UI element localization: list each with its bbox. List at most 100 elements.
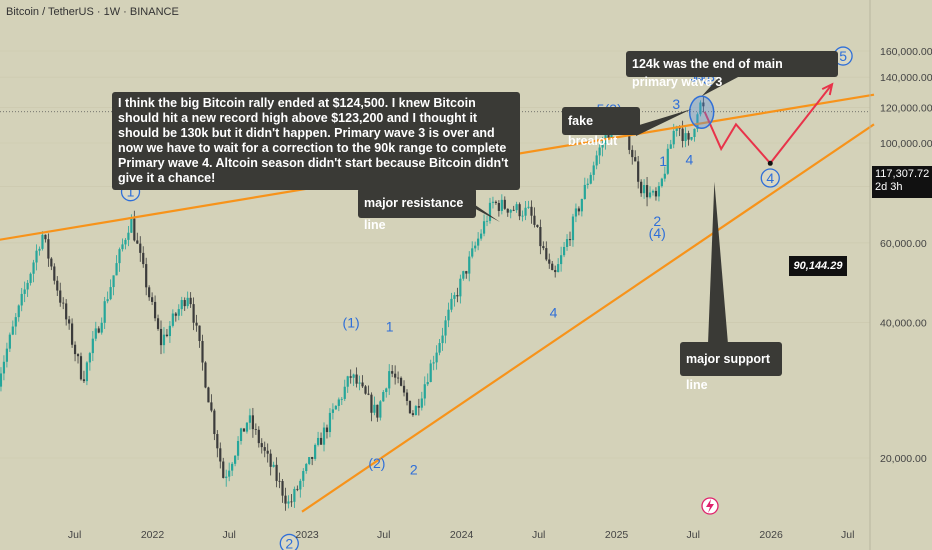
candle [73,341,77,362]
candle [349,369,352,384]
candle [488,197,492,224]
candle [88,351,91,371]
candle [352,373,355,387]
candle [62,297,65,310]
wave-label: 1 [386,318,394,334]
candle [189,292,192,308]
candle [402,380,406,397]
candle [50,257,53,271]
candle [518,202,521,221]
candle [527,200,530,209]
price-tick-3: 100,000.00 [880,138,932,150]
time-tick-10: Jul [841,529,854,541]
candle [524,200,527,221]
candle [684,127,687,148]
candle [346,375,349,393]
time-tick-0: Jul [68,529,81,541]
wave-label: 4 [686,152,694,168]
candle [506,208,509,217]
candle [571,213,575,247]
candle [370,392,373,422]
candle [195,314,198,332]
candle [539,219,542,255]
candle [124,238,127,250]
candle [103,296,106,329]
candle [5,342,8,368]
candle [557,258,560,273]
candle [631,145,634,165]
svg-text:4: 4 [550,305,558,321]
candle [65,299,68,326]
candle [168,321,171,343]
candle [640,179,643,197]
wave-label: (1) [343,314,360,330]
candle [100,317,103,335]
candle [645,177,649,207]
candle [159,320,163,355]
candle [162,327,166,354]
wave-label: (4) [649,225,666,241]
candle [666,144,669,175]
candle [429,359,432,383]
candle [257,426,260,448]
candle [657,182,661,202]
candle [148,285,151,301]
candle [530,200,533,224]
candle [290,493,293,507]
price-tick-1: 140,000.00 [880,72,932,84]
candle [20,287,23,312]
svg-text:5: 5 [839,48,847,64]
svg-text:2: 2 [285,535,293,550]
candle [236,436,240,461]
candle [654,187,658,201]
candle [592,161,595,181]
candle [14,313,17,335]
wave-label: 2 [410,461,418,477]
candle [388,364,391,395]
candle [151,292,154,306]
candle [278,472,281,489]
candle [213,408,216,441]
svg-text:4: 4 [766,170,774,186]
candle [70,318,74,348]
candle [702,95,705,113]
time-tick-4: Jul [377,529,390,541]
candle [465,270,468,279]
projection-arrowhead [821,82,834,96]
candle [248,408,252,430]
candle [568,231,572,246]
candle [435,345,438,370]
candle [106,291,109,304]
candle [382,390,385,402]
candle [515,201,518,213]
price-tick-5: 60,000.00 [880,238,927,250]
candle [293,486,296,508]
candle [562,242,566,258]
candle [509,209,512,219]
candle [441,327,444,351]
candle [696,112,699,133]
candle [367,385,370,396]
candle [314,443,317,461]
candle [287,495,290,509]
candle [328,408,332,438]
candle [275,457,278,488]
candle [156,314,160,331]
candle [192,297,195,331]
price-tick-2: 120,000.00 [880,102,932,114]
candle [284,487,287,511]
candle [500,194,503,215]
candle [663,166,666,182]
price-tick-7: 20,000.00 [880,453,927,465]
candle [296,485,299,492]
candle [59,282,62,307]
candle [512,205,515,212]
candle [589,172,592,185]
candle [361,375,364,389]
lightning-icon[interactable] [701,497,719,515]
wave-label: 4 [550,305,558,321]
candle [316,431,320,447]
candle [201,334,204,371]
